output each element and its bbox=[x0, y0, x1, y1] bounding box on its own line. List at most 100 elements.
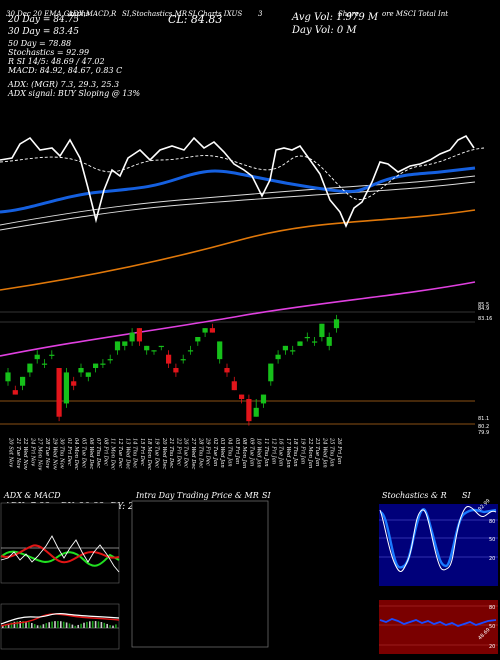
candle bbox=[173, 363, 179, 377]
macd-bar bbox=[86, 621, 88, 628]
stoch-background bbox=[379, 504, 498, 586]
candle bbox=[27, 363, 33, 377]
moving-average-lines bbox=[0, 134, 485, 357]
candle-body bbox=[158, 345, 164, 348]
candle-body bbox=[49, 354, 55, 356]
day-volume-label: Day Vol: 0 M bbox=[292, 25, 357, 36]
date-label: 20 Wed Dec bbox=[161, 437, 167, 469]
date-label: 25 Thu Jan bbox=[329, 437, 335, 467]
date-label: 22 Mon Jan bbox=[307, 437, 313, 468]
candle bbox=[56, 368, 62, 422]
candle-body bbox=[34, 354, 40, 360]
candle bbox=[202, 328, 208, 337]
candle bbox=[187, 345, 194, 355]
price-axis-label: 80.2 bbox=[478, 424, 489, 430]
candle bbox=[253, 399, 259, 417]
candle-body bbox=[268, 363, 274, 382]
candle-body bbox=[260, 394, 267, 404]
adx-box bbox=[0, 502, 120, 584]
price-axis-label: 83.16 bbox=[478, 316, 492, 322]
macd-bar bbox=[74, 625, 77, 628]
candle-body bbox=[246, 399, 252, 422]
candle-body bbox=[71, 381, 77, 386]
candle bbox=[326, 332, 332, 351]
date-label: 08 Mon Jan bbox=[241, 438, 247, 468]
date-label: 05 Fri Jan bbox=[234, 438, 240, 464]
ema-50-line-a bbox=[0, 175, 476, 226]
candle-body bbox=[63, 372, 69, 404]
date-label: 21 Tue Nov bbox=[15, 437, 21, 468]
macd-bar bbox=[36, 625, 39, 628]
candle bbox=[275, 350, 281, 364]
date-label: 11 Mon Dec bbox=[110, 438, 116, 470]
candle bbox=[63, 368, 69, 408]
macd-bar bbox=[80, 623, 82, 628]
macd-bar bbox=[94, 621, 97, 628]
macd-bar bbox=[54, 621, 56, 628]
date-label: 23 Tue Jan bbox=[314, 437, 320, 466]
candle bbox=[209, 323, 215, 333]
candle-body bbox=[217, 341, 223, 360]
close-price-label: CL: 84.83 bbox=[168, 13, 223, 26]
macd-bar bbox=[19, 621, 21, 628]
candle-body bbox=[93, 363, 99, 368]
date-label: 26 Tue Dec bbox=[183, 437, 189, 468]
price-axis-label: 81.1 bbox=[478, 416, 489, 422]
ema-50-line-b bbox=[0, 181, 476, 231]
date-label: 12 Tue Dec bbox=[117, 438, 123, 468]
price-axis-label: 84.9 bbox=[478, 306, 489, 312]
candle bbox=[297, 341, 303, 346]
candle-body bbox=[239, 394, 245, 399]
candle-body bbox=[275, 354, 281, 360]
macd-bar bbox=[45, 623, 48, 628]
candle-body bbox=[333, 319, 340, 329]
date-label: 09 Tue Jan bbox=[248, 438, 254, 466]
candle-body bbox=[107, 359, 113, 361]
rsi-background bbox=[379, 600, 498, 654]
candle-body bbox=[136, 328, 142, 342]
header-cell-4: SI Charts IXUS bbox=[188, 10, 243, 18]
macd-bar bbox=[62, 621, 65, 628]
macd-bar bbox=[91, 621, 94, 628]
rsi-level-20: 20 bbox=[489, 644, 495, 650]
candle-body bbox=[297, 341, 303, 346]
candle bbox=[319, 323, 325, 342]
ema-100-line bbox=[0, 209, 476, 291]
candle bbox=[122, 341, 128, 351]
macd-bar bbox=[7, 623, 10, 628]
header-cell-2: ADX,MACD,R bbox=[68, 10, 117, 18]
candle bbox=[180, 354, 186, 364]
candle-body bbox=[312, 341, 318, 343]
macd-bar bbox=[42, 624, 45, 628]
adx-signal-label: ADX signal: BUY Sloping @ 13% bbox=[8, 89, 141, 98]
macd-bar bbox=[103, 622, 106, 628]
candle bbox=[136, 328, 142, 346]
macd-bar bbox=[65, 622, 68, 628]
candle bbox=[71, 376, 77, 391]
candle bbox=[144, 345, 150, 355]
date-label: 12 Fri Jan bbox=[270, 438, 276, 464]
candle-body bbox=[282, 345, 288, 351]
date-label: 19 Fri Jan bbox=[300, 438, 306, 464]
candle bbox=[333, 314, 340, 333]
candle-body bbox=[290, 350, 296, 352]
date-label: 22 Fri Dec bbox=[175, 437, 181, 466]
candle-body bbox=[202, 328, 208, 333]
ema-200-line bbox=[0, 281, 476, 357]
date-label: 13 Wed Dec bbox=[124, 438, 130, 469]
intraday-panel: Intra Day Trading Price & MR SI bbox=[132, 490, 271, 660]
price-axis-label: 85.5 bbox=[478, 302, 489, 308]
macd-bar bbox=[68, 623, 71, 628]
ema-20-line bbox=[0, 166, 476, 214]
stoch-level-50: 50 bbox=[489, 537, 495, 543]
date-label: 22 Wed Nov bbox=[22, 437, 28, 470]
macd-bar bbox=[100, 622, 103, 628]
intraday-title: Intra Day Trading Price & MR bbox=[136, 491, 259, 500]
candle-body bbox=[114, 341, 121, 351]
candle bbox=[93, 363, 99, 373]
macd-bar bbox=[51, 621, 53, 628]
macd-bar bbox=[106, 623, 108, 628]
macd-line bbox=[0, 612, 120, 625]
avg-volume-label: Avg Vol: 1.979 M bbox=[292, 12, 379, 23]
